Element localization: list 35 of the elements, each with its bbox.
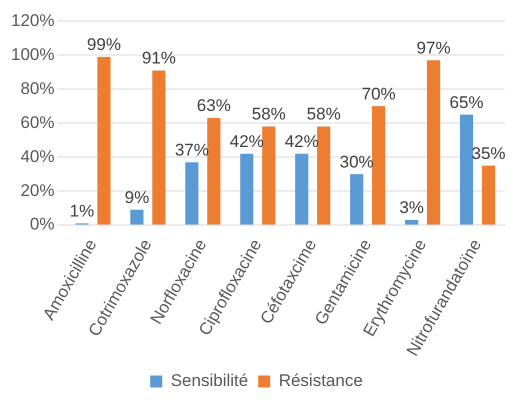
bar [185,162,198,225]
data-label: 9% [124,188,150,207]
data-label: 1% [70,202,94,221]
data-label: 58% [306,104,341,124]
bar [350,174,364,225]
data-label: 63% [196,96,231,116]
bar [460,114,474,225]
data-label: 58% [252,104,286,124]
bar [317,126,330,225]
y-tick-label: 120% [10,10,54,30]
data-label: 3% [399,198,424,218]
data-label: 91% [142,48,176,68]
data-label: 65% [450,92,484,112]
bar [372,106,386,225]
legend-label: Résistance [278,371,363,390]
y-tick-label: 0% [30,214,54,234]
y-tick-label: 40% [20,146,54,166]
bar [405,220,418,225]
bar [295,154,308,225]
bar [207,118,220,225]
legend-label: Sensibilité [170,371,248,390]
bar [152,70,166,225]
y-tick-label: 100% [10,44,54,64]
data-label: 97% [416,38,451,58]
bar [240,154,254,225]
bar [426,60,440,225]
bar [130,210,144,225]
data-label: 99% [86,35,121,54]
bar [97,56,111,225]
y-tick-label: 20% [20,180,54,200]
bar [482,166,496,225]
bar [262,126,276,225]
y-tick-label: 80% [20,78,54,98]
y-tick-label: 60% [20,112,54,132]
data-label: 70% [362,84,396,104]
